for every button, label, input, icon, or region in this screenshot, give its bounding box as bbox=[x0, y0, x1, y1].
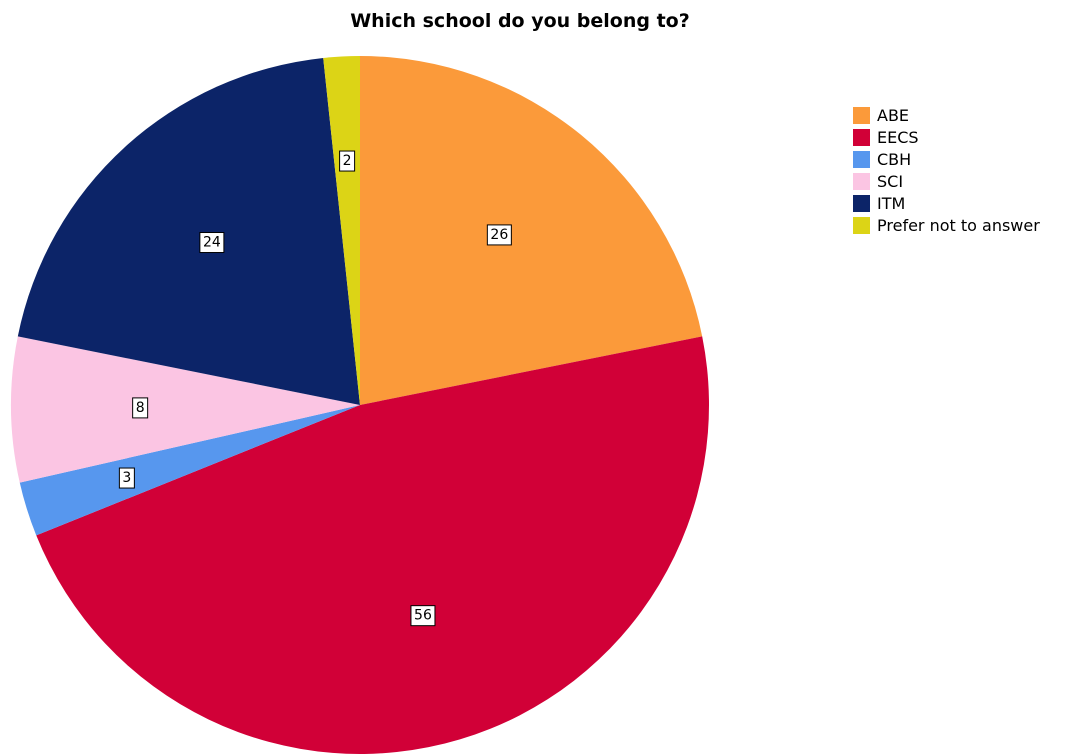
slice-value-box bbox=[410, 605, 436, 627]
slice-value-text: 26 bbox=[490, 227, 508, 243]
slice-value-box bbox=[339, 150, 356, 172]
pie-slice-itm bbox=[17, 57, 360, 406]
slice-value-text: 56 bbox=[414, 608, 432, 624]
legend-item-prefer-not-to-answer: Prefer not to answer bbox=[853, 214, 1040, 236]
slice-value-label-itm: 24 bbox=[199, 232, 225, 254]
pie-slice-sci bbox=[10, 336, 360, 483]
legend-item-cbh: CBH bbox=[853, 148, 1040, 170]
pie-slice-prefer-not-to-answer bbox=[323, 56, 360, 405]
legend-item-sci: SCI bbox=[853, 170, 1040, 192]
slice-value-label-sci: 8 bbox=[132, 397, 149, 419]
slice-value-label-abe: 26 bbox=[486, 224, 512, 246]
slice-value-box bbox=[118, 467, 135, 489]
chart-legend: ABE EECS CBH SCI ITM Prefer not to answer bbox=[853, 104, 1040, 236]
slice-value-box bbox=[486, 224, 512, 246]
legend-swatch bbox=[853, 128, 870, 146]
legend-swatch bbox=[853, 172, 870, 190]
legend-swatch bbox=[853, 194, 870, 212]
chart-title: Which school do you belong to? bbox=[350, 10, 690, 32]
legend-item-eecs: EECS bbox=[853, 126, 1040, 148]
slice-value-text: 24 bbox=[203, 235, 221, 251]
legend-item-itm: ITM bbox=[853, 192, 1040, 214]
slice-value-text: 2 bbox=[343, 153, 352, 169]
slice-value-box bbox=[199, 232, 225, 254]
slice-value-label-eecs: 56 bbox=[410, 605, 436, 627]
slice-value-text: 8 bbox=[136, 400, 145, 416]
legend-swatch bbox=[853, 106, 870, 124]
pie-slice-labels: 26 56 3 8 24 2 bbox=[118, 150, 512, 627]
slice-value-label-cbh: 3 bbox=[118, 467, 135, 489]
slice-value-text: 3 bbox=[122, 470, 131, 486]
legend-label: CBH bbox=[877, 149, 912, 169]
legend-item-abe: ABE bbox=[853, 104, 1040, 126]
legend-label: EECS bbox=[877, 127, 919, 147]
slice-value-box bbox=[132, 397, 149, 419]
pie-slice-abe bbox=[360, 56, 703, 405]
pie-slice-eecs bbox=[36, 336, 709, 754]
legend-label: ITM bbox=[877, 193, 906, 213]
pie-slices bbox=[10, 56, 709, 754]
pie-slice-cbh bbox=[19, 405, 361, 536]
legend-swatch bbox=[853, 150, 870, 168]
legend-label: ABE bbox=[877, 105, 910, 125]
legend-label: Prefer not to answer bbox=[877, 215, 1040, 235]
legend-label: SCI bbox=[877, 171, 904, 191]
legend-swatch bbox=[853, 216, 870, 234]
slice-value-label-prefer-not-to-answer: 2 bbox=[339, 150, 356, 172]
